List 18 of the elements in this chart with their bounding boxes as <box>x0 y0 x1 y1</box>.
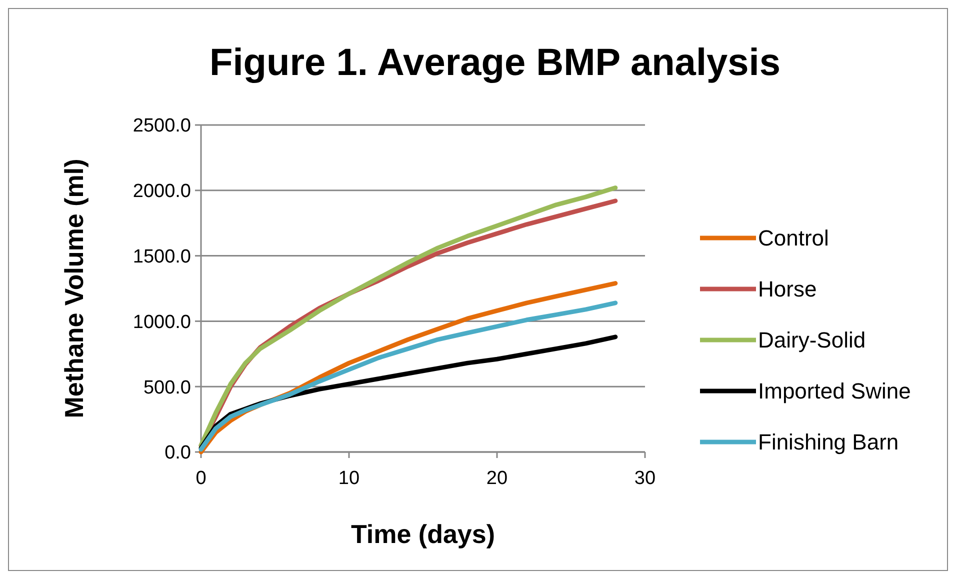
y-tick-label: 2000.0 <box>132 181 191 202</box>
legend-label: Control <box>758 226 829 251</box>
x-tick-label: 20 <box>486 468 508 489</box>
x-axis-title: Time (days) <box>350 519 496 549</box>
legend-label: Dairy-Solid <box>758 328 866 353</box>
y-tick-label: 0.0 <box>164 442 191 464</box>
y-tick-label: 1500.0 <box>132 246 191 268</box>
x-tick-label: 0 <box>196 468 206 489</box>
y-axis-title: Methane Volume (ml) <box>59 158 89 418</box>
y-tick-label: 1000.0 <box>132 312 191 333</box>
y-tick-label: 500.0 <box>143 377 191 398</box>
y-tick-label: 2500.0 <box>132 116 191 137</box>
legend-label: Imported Swine <box>758 378 911 404</box>
legend-label: Finishing Barn <box>758 430 899 455</box>
chart-title: Figure 1. Average BMP analysis <box>210 42 780 84</box>
legend-label: Horse <box>758 276 817 302</box>
x-tick-label: 10 <box>338 468 360 489</box>
x-tick-label: 30 <box>634 468 656 489</box>
